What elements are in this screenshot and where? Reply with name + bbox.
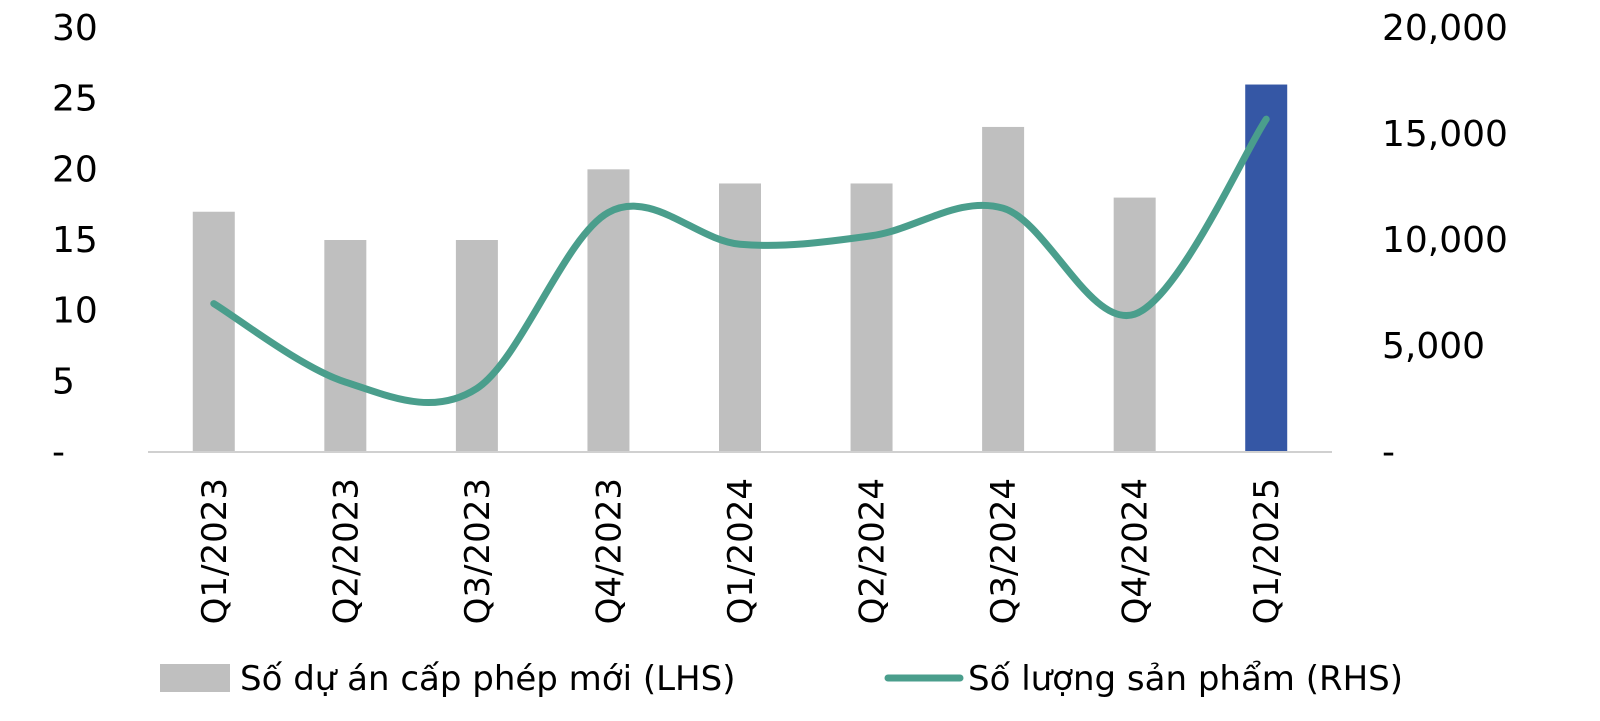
bar — [192, 211, 235, 452]
left-y-axis: - 5 10 15 20 25 30 — [52, 8, 98, 473]
bar — [850, 183, 893, 452]
category-label: Q2/2024 — [853, 478, 893, 624]
x-axis-labels: Q1/2023 Q2/2023 Q3/2023 Q4/2023 Q1/2024 Q2/20… — [195, 478, 1287, 624]
left-tick-label: 10 — [52, 291, 98, 332]
right-tick-label: - — [1382, 432, 1395, 473]
category-label: Q4/2024 — [1116, 478, 1156, 624]
left-tick-label: - — [52, 432, 65, 473]
bar — [1113, 197, 1156, 452]
right-y-axis: - 5,000 10,000 15,000 20,000 — [1382, 8, 1508, 473]
category-label: Q4/2023 — [589, 478, 629, 624]
line-series — [210, 115, 1270, 407]
right-tick-label: 20,000 — [1382, 8, 1508, 49]
bar — [455, 240, 498, 452]
bar — [324, 240, 367, 452]
bar — [982, 126, 1025, 452]
legend-swatch-bars — [160, 664, 230, 692]
right-tick-label: 15,000 — [1382, 114, 1508, 155]
left-tick-label: 20 — [52, 149, 98, 190]
category-label: Q1/2024 — [721, 478, 761, 624]
category-label: Q2/2023 — [326, 478, 366, 624]
left-tick-label: 30 — [52, 8, 98, 49]
category-label: Q1/2025 — [1247, 478, 1287, 624]
bar-series — [192, 84, 1288, 453]
right-tick-label: 10,000 — [1382, 220, 1508, 261]
bar — [719, 183, 761, 452]
right-tick-label: 5,000 — [1382, 326, 1485, 367]
legend-label-bars: Số dự án cấp phép mới (LHS) — [240, 659, 735, 699]
left-tick-label: 25 — [52, 79, 98, 120]
left-tick-label: 5 — [52, 361, 75, 402]
legend-label-line: Số lượng sản phẩm (RHS) — [968, 659, 1403, 699]
category-label: Q3/2023 — [458, 478, 498, 624]
category-label: Q3/2024 — [984, 478, 1024, 624]
legend: Số dự án cấp phép mới (LHS) Số lượng sản… — [160, 659, 1403, 699]
left-tick-label: 15 — [52, 220, 98, 261]
category-label: Q1/2023 — [195, 478, 235, 624]
